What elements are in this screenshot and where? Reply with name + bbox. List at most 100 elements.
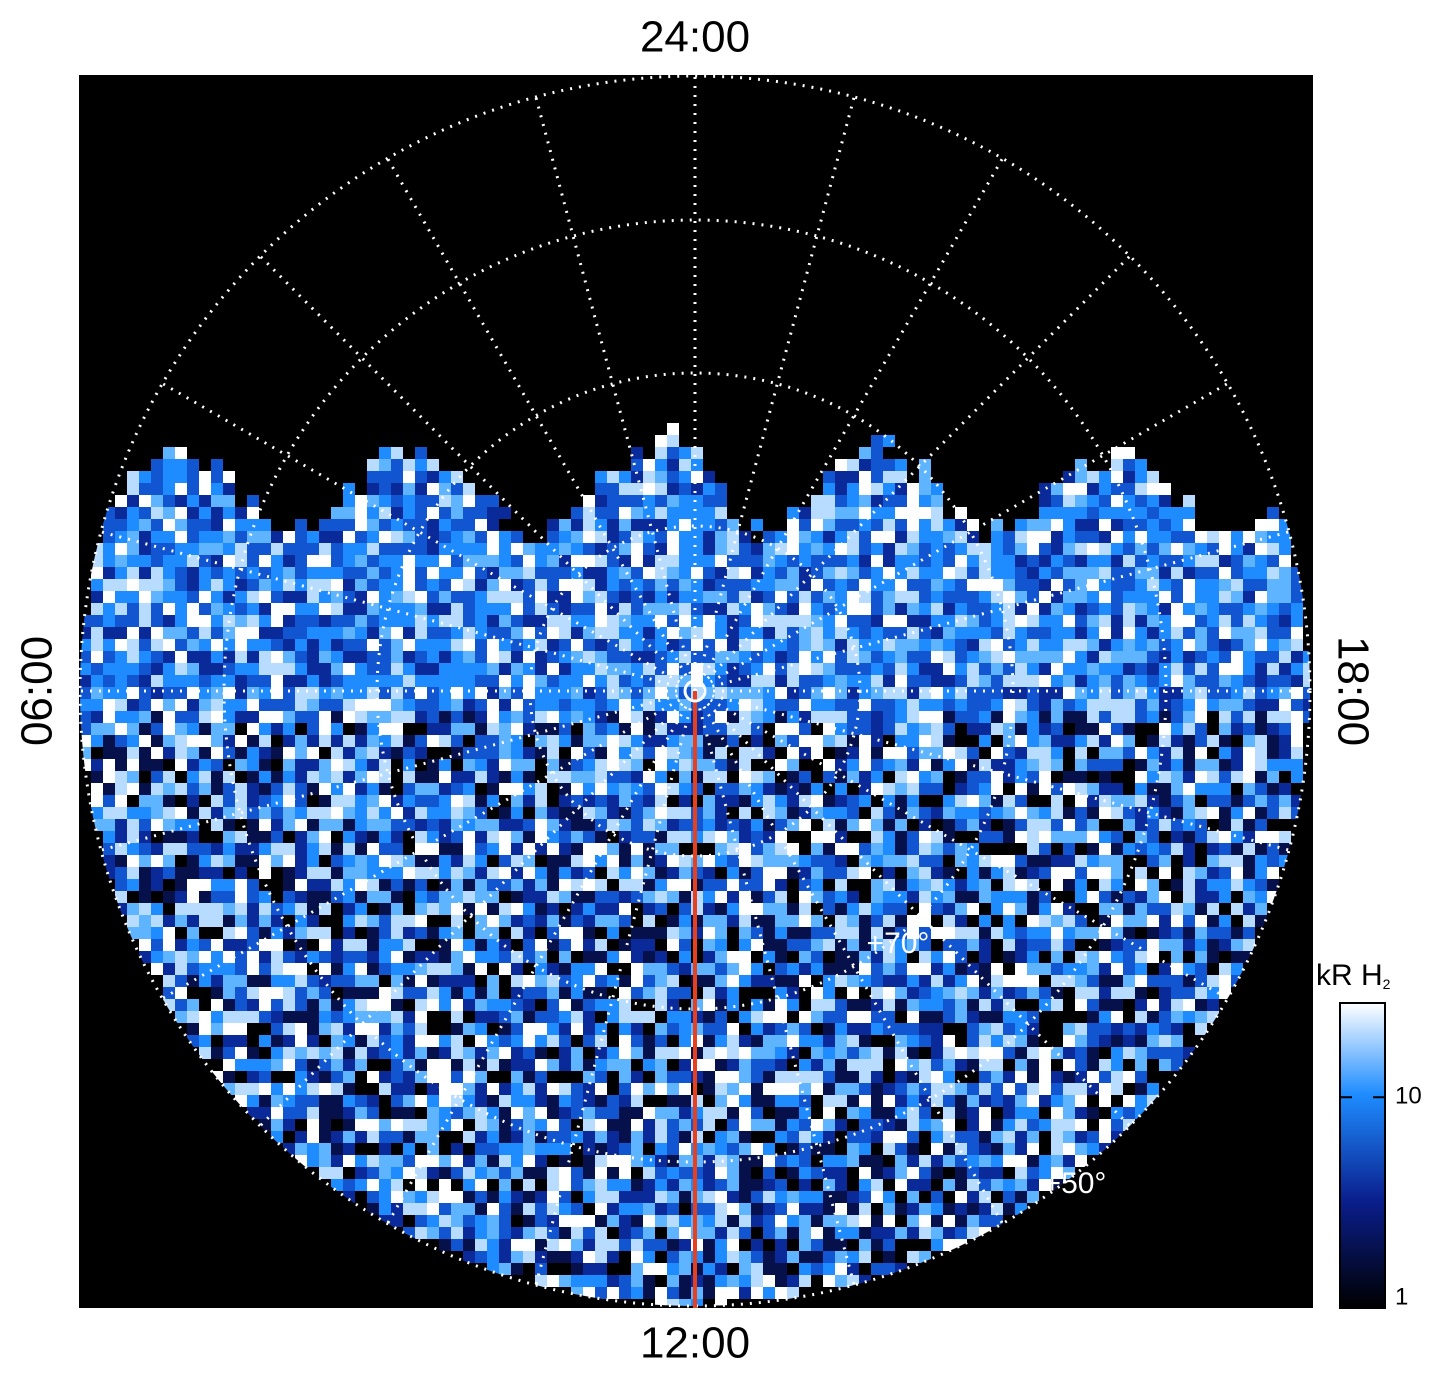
pixel	[559, 1083, 571, 1095]
pixel	[463, 843, 475, 855]
pixel	[967, 939, 979, 951]
pixel	[619, 483, 631, 495]
pixel	[895, 771, 907, 783]
pixel	[1099, 1035, 1111, 1047]
pixel	[379, 495, 391, 507]
pixel	[931, 975, 943, 987]
pixel	[847, 1083, 859, 1095]
pixel	[1255, 891, 1267, 903]
pixel	[259, 591, 271, 603]
pixel	[559, 963, 571, 975]
pixel	[919, 783, 931, 795]
pixel	[979, 1179, 991, 1191]
pixel	[415, 867, 427, 879]
pixel	[487, 651, 499, 663]
pixel	[163, 951, 175, 963]
pixel	[463, 1191, 475, 1203]
pixel	[427, 723, 439, 735]
pixel	[823, 999, 835, 1011]
pixel	[955, 915, 967, 927]
pixel	[451, 1059, 463, 1071]
pixel	[703, 975, 715, 987]
pixel	[1123, 1071, 1135, 1083]
pixel	[163, 579, 175, 591]
pixel	[175, 447, 187, 459]
pixel	[223, 975, 235, 987]
pixel	[1219, 831, 1231, 843]
pixel	[1051, 999, 1063, 1011]
pixel	[1195, 963, 1207, 975]
pixel	[835, 891, 847, 903]
pixel	[1027, 855, 1039, 867]
pixel	[979, 687, 991, 699]
pixel	[943, 807, 955, 819]
pixel	[631, 1107, 643, 1119]
pixel	[1015, 975, 1027, 987]
pixel	[859, 663, 871, 675]
pixel	[835, 915, 847, 927]
pixel	[583, 879, 595, 891]
pixel	[1111, 1047, 1123, 1059]
pixel	[391, 855, 403, 867]
pixel	[1003, 1143, 1015, 1155]
pixel	[295, 999, 307, 1011]
pixel	[295, 975, 307, 987]
pixel	[127, 903, 139, 915]
pixel	[1039, 867, 1051, 879]
pixel	[379, 759, 391, 771]
pixel	[775, 1155, 787, 1167]
pixel	[415, 819, 427, 831]
pixel	[607, 687, 619, 699]
pixel	[427, 1155, 439, 1167]
pixel	[643, 471, 655, 483]
pixel	[403, 975, 415, 987]
pixel	[307, 1059, 319, 1071]
pixel	[1123, 603, 1135, 615]
pixel	[223, 1011, 235, 1023]
pixel	[439, 783, 451, 795]
pixel	[631, 711, 643, 723]
pixel	[1171, 951, 1183, 963]
pixel	[247, 1011, 259, 1023]
pixel	[151, 759, 163, 771]
pixel	[607, 855, 619, 867]
pixel	[415, 603, 427, 615]
pixel	[679, 783, 691, 795]
pixel	[847, 903, 859, 915]
pixel	[835, 867, 847, 879]
pixel	[1015, 1059, 1027, 1071]
pixel	[403, 771, 415, 783]
pixel	[703, 795, 715, 807]
pixel	[295, 543, 307, 555]
pixel	[919, 1179, 931, 1191]
pixel	[1027, 651, 1039, 663]
pixel	[679, 795, 691, 807]
pixel	[739, 1035, 751, 1047]
pixel	[1135, 783, 1147, 795]
pixel	[523, 759, 535, 771]
pixel	[475, 495, 487, 507]
pixel	[451, 999, 463, 1011]
pixel	[679, 1047, 691, 1059]
pixel	[235, 531, 247, 543]
pixel	[679, 1131, 691, 1143]
pixel	[1255, 831, 1267, 843]
pixel	[1159, 927, 1171, 939]
pixel	[163, 831, 175, 843]
pixel	[1195, 711, 1207, 723]
pixel	[571, 1167, 583, 1179]
pixel	[1003, 759, 1015, 771]
pixel	[787, 915, 799, 927]
pixel	[1027, 915, 1039, 927]
pixel	[487, 1107, 499, 1119]
pixel	[799, 927, 811, 939]
pixel	[643, 855, 655, 867]
pixel	[115, 783, 127, 795]
pixel	[823, 891, 835, 903]
pixel	[415, 747, 427, 759]
pixel	[607, 927, 619, 939]
pixel	[487, 1155, 499, 1167]
pixel	[1135, 1071, 1147, 1083]
pixel	[223, 507, 235, 519]
pixel	[415, 1167, 427, 1179]
